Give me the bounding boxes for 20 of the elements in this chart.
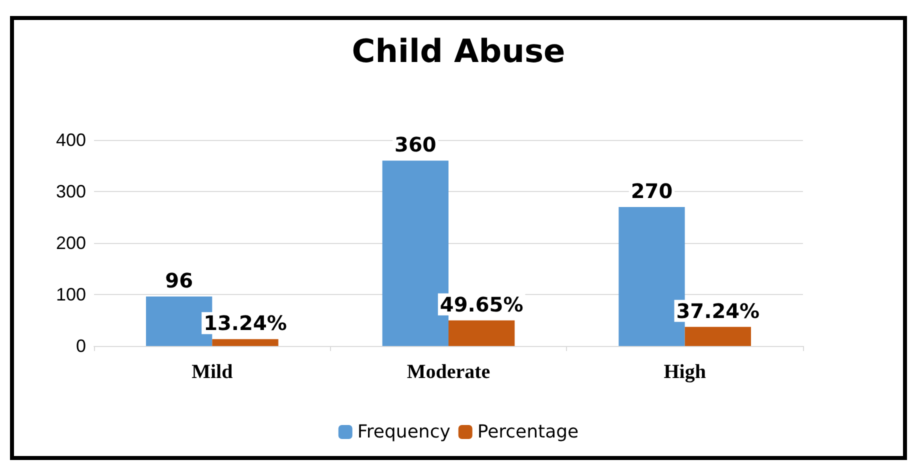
y-tick-label: 400 bbox=[56, 130, 86, 150]
data-label: 96 bbox=[165, 268, 193, 293]
x-tick-label: High bbox=[664, 361, 706, 383]
y-tick-label: 200 bbox=[56, 233, 86, 253]
data-label: 37.24% bbox=[676, 298, 760, 323]
data-label: 13.24% bbox=[204, 311, 287, 336]
chart-title: Child Abuse bbox=[352, 32, 566, 70]
y-tick-label: 100 bbox=[56, 284, 86, 304]
data-label: 360 bbox=[394, 132, 436, 157]
y-tick-label: 0 bbox=[76, 336, 86, 356]
bar bbox=[212, 339, 278, 346]
legend-label: Frequency bbox=[357, 422, 451, 442]
y-tick-label: 300 bbox=[56, 182, 86, 202]
bar bbox=[684, 326, 752, 346]
legend-label: Percentage bbox=[477, 422, 579, 442]
bar bbox=[448, 320, 515, 346]
data-label: 49.65% bbox=[440, 292, 524, 316]
x-tick-label: Moderate bbox=[406, 361, 490, 383]
x-tick-label: Mild bbox=[192, 361, 233, 383]
data-label: 270 bbox=[630, 178, 673, 203]
